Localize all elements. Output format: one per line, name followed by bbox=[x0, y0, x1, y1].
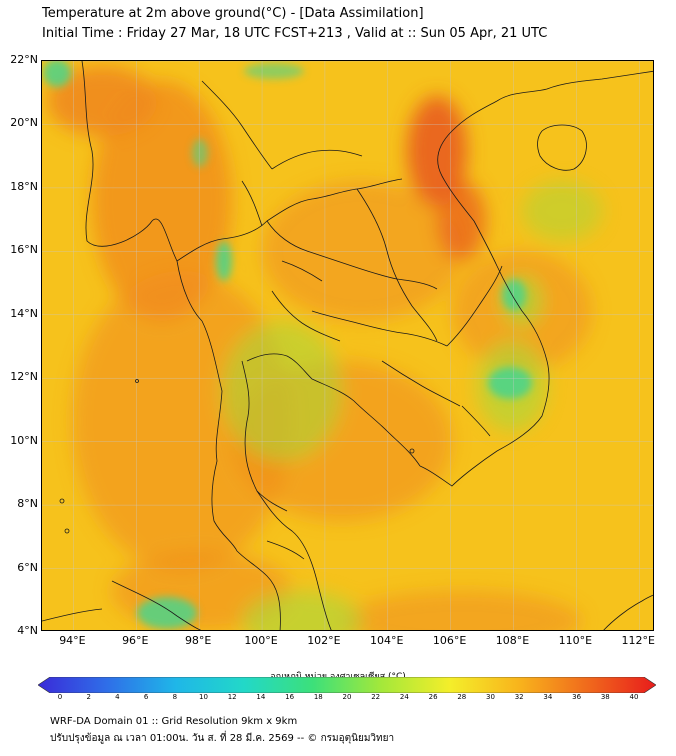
colorbar-tick-label: 18 bbox=[313, 693, 323, 701]
latitude-label: 22°N bbox=[10, 53, 38, 66]
colorbar bbox=[38, 677, 656, 693]
latitude-label: 4°N bbox=[17, 624, 38, 637]
longitude-label: 110°E bbox=[558, 634, 593, 647]
longitude-label: 100°E bbox=[244, 634, 278, 647]
latitude-label: 8°N bbox=[17, 497, 38, 511]
colorbar-tick-label: 8 bbox=[172, 693, 178, 701]
colorbar-tick-label: 0 bbox=[57, 693, 63, 701]
colorbar-tick-label: 36 bbox=[572, 693, 582, 701]
latitude-label: 10°N bbox=[10, 433, 38, 447]
colorbar-tick-label: 10 bbox=[199, 693, 208, 701]
latitude-label: 6°N bbox=[17, 560, 38, 574]
coastlines-and-borders bbox=[42, 61, 653, 630]
cool-spots bbox=[43, 61, 532, 629]
longitude-label: 96°E bbox=[122, 634, 149, 647]
colorbar-tick-label: 16 bbox=[285, 693, 295, 701]
colorbar-tick-label: 38 bbox=[600, 693, 610, 701]
map-gridlines bbox=[42, 61, 653, 630]
latitude-label: 20°N bbox=[10, 116, 38, 130]
longitude-label: 108°E bbox=[495, 634, 530, 647]
map-subtitle: Initial Time : Friday 27 Mar, 18 UTC FCS… bbox=[42, 26, 548, 41]
temperature-field bbox=[47, 66, 602, 630]
temperature-map bbox=[41, 60, 654, 631]
latitude-label: 12°N bbox=[10, 370, 38, 384]
footer-update-info: ปรับปรุงข้อมูล ณ เวลา 01:00น. วัน ส. ที่… bbox=[50, 733, 395, 744]
colorbar-tick-label: 24 bbox=[399, 693, 409, 701]
colorbar-tick-label: 20 bbox=[342, 693, 352, 701]
colorbar-tick-label: 28 bbox=[457, 693, 467, 701]
colorbar-tick-label: 30 bbox=[486, 693, 495, 701]
colorbar-tick-label: 40 bbox=[629, 693, 639, 701]
colorbar-tick-label: 34 bbox=[543, 693, 553, 701]
longitude-label: 104°E bbox=[370, 634, 404, 647]
latitude-label: 18°N bbox=[10, 179, 38, 193]
colorbar-tick-label: 6 bbox=[143, 693, 149, 701]
colorbar-bar bbox=[38, 677, 656, 693]
colorbar-tick-label: 26 bbox=[428, 693, 438, 701]
longitude-label: 112°E bbox=[621, 634, 655, 647]
colorbar-tick-label: 14 bbox=[256, 693, 266, 701]
map-title: Temperature at 2m above ground(°C) - [Da… bbox=[42, 6, 424, 21]
map-canvas bbox=[42, 61, 653, 630]
footer-domain-info: WRF-DA Domain 01 :: Grid Resolution 9km … bbox=[50, 716, 298, 727]
longitude-label: 98°E bbox=[184, 634, 212, 647]
longitude-label: 102°E bbox=[307, 634, 341, 647]
longitude-label: 106°E bbox=[432, 634, 467, 647]
colorbar-tick-label: 4 bbox=[115, 693, 120, 701]
colorbar-tick-label: 12 bbox=[227, 693, 237, 701]
colorbar-tick-label: 32 bbox=[514, 693, 524, 701]
latitude-label: 16°N bbox=[10, 243, 38, 257]
colorbar-tick-label: 2 bbox=[86, 693, 91, 701]
colorbar-tick-label: 22 bbox=[371, 693, 381, 701]
longitude-label: 94°E bbox=[59, 634, 86, 647]
latitude-label: 14°N bbox=[10, 306, 38, 320]
